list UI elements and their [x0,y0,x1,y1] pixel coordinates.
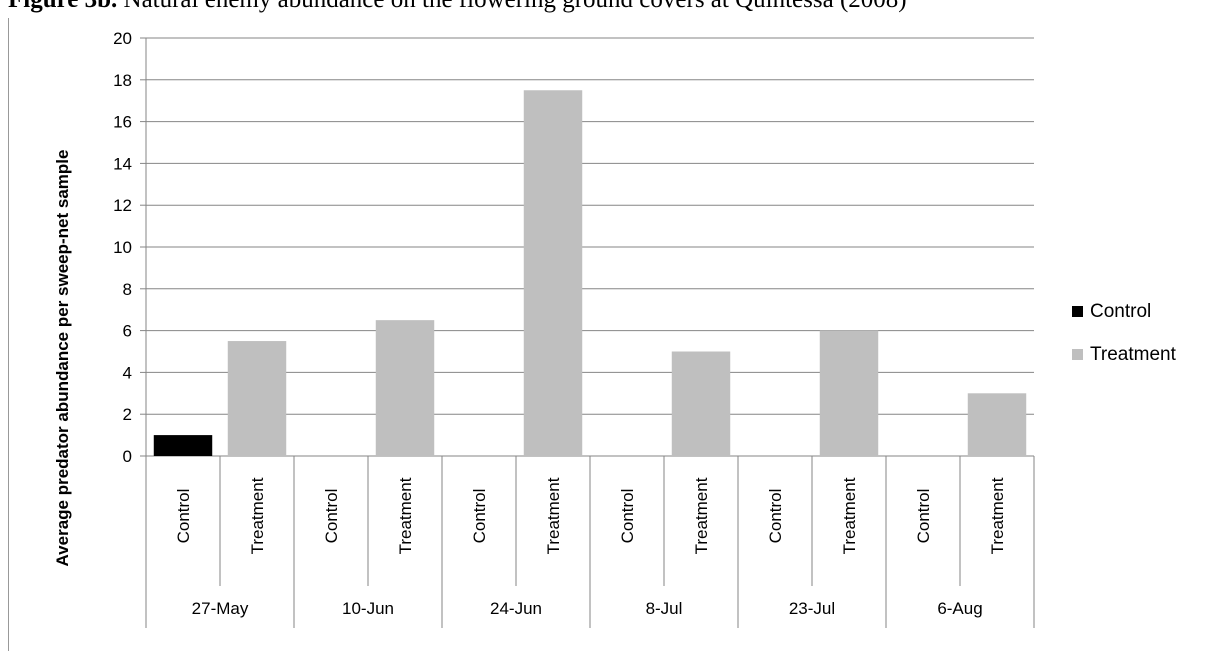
y-tick-label: 12 [113,196,132,215]
bar-treatment [375,320,435,456]
y-tick-labels: 0 2 4 6 8 10 12 14 16 18 20 [113,29,132,466]
x-subcategory-label: Treatment [988,477,1007,554]
bar-treatment [819,330,879,456]
x-category-labels: Control Treatment 27-May Control Treatment 10… [174,477,1007,618]
legend-swatch-control [1072,306,1083,317]
bar-treatment [227,341,287,456]
figure-caption: Figure 3b. Natural enemy abundance on th… [8,0,907,14]
gridlines [146,37,1034,415]
x-subcategory-label: Treatment [544,477,563,554]
bar-control [153,435,213,456]
legend-label-control: Control [1090,301,1151,322]
legend-swatch-treatment [1072,349,1083,360]
x-subcategory-label: Control [914,489,933,544]
x-subcategory-label: Control [766,489,785,544]
x-subcategory-label: Treatment [248,477,267,554]
x-group-label: 24-Jun [490,599,542,618]
bar-treatment [671,351,731,456]
x-group-label: 23-Jul [789,599,835,618]
x-subcategory-label: Treatment [396,477,415,554]
bar-treatment [967,393,1027,456]
y-axis-title: Average predator abundance per sweep-net… [53,150,72,567]
x-subcategory-label: Control [470,489,489,544]
bar-treatment [523,90,583,456]
y-tick-label: 20 [113,29,132,48]
x-subcategory-label: Control [174,489,193,544]
x-group-label: 10-Jun [342,599,394,618]
y-tick-label: 0 [123,447,132,466]
bars [153,90,1027,456]
x-group-label: 6-Aug [937,599,982,618]
figure-caption-text: Natural enemy abundance on the flowering… [117,0,907,13]
y-tick-label: 2 [123,405,132,424]
y-tick-label: 4 [123,363,132,382]
axes [140,37,1035,628]
x-subcategory-label: Control [618,489,637,544]
y-tick-label: 18 [113,71,132,90]
x-subcategory-label: Treatment [692,477,711,554]
y-tick-label: 14 [113,154,132,173]
y-tick-label: 6 [123,322,132,341]
y-tick-label: 16 [113,113,132,132]
x-subcategory-label: Treatment [840,477,859,554]
x-group-label: 8-Jul [646,599,683,618]
legend: Control Treatment [1072,301,1177,365]
x-subcategory-label: Control [322,489,341,544]
x-group-label: 27-May [192,599,249,618]
y-tick-label: 10 [113,238,132,257]
legend-label-treatment: Treatment [1090,344,1177,365]
y-tick-label: 8 [123,280,132,299]
figure-caption-label: Figure 3b. [8,0,117,13]
page-left-rule [8,18,9,651]
